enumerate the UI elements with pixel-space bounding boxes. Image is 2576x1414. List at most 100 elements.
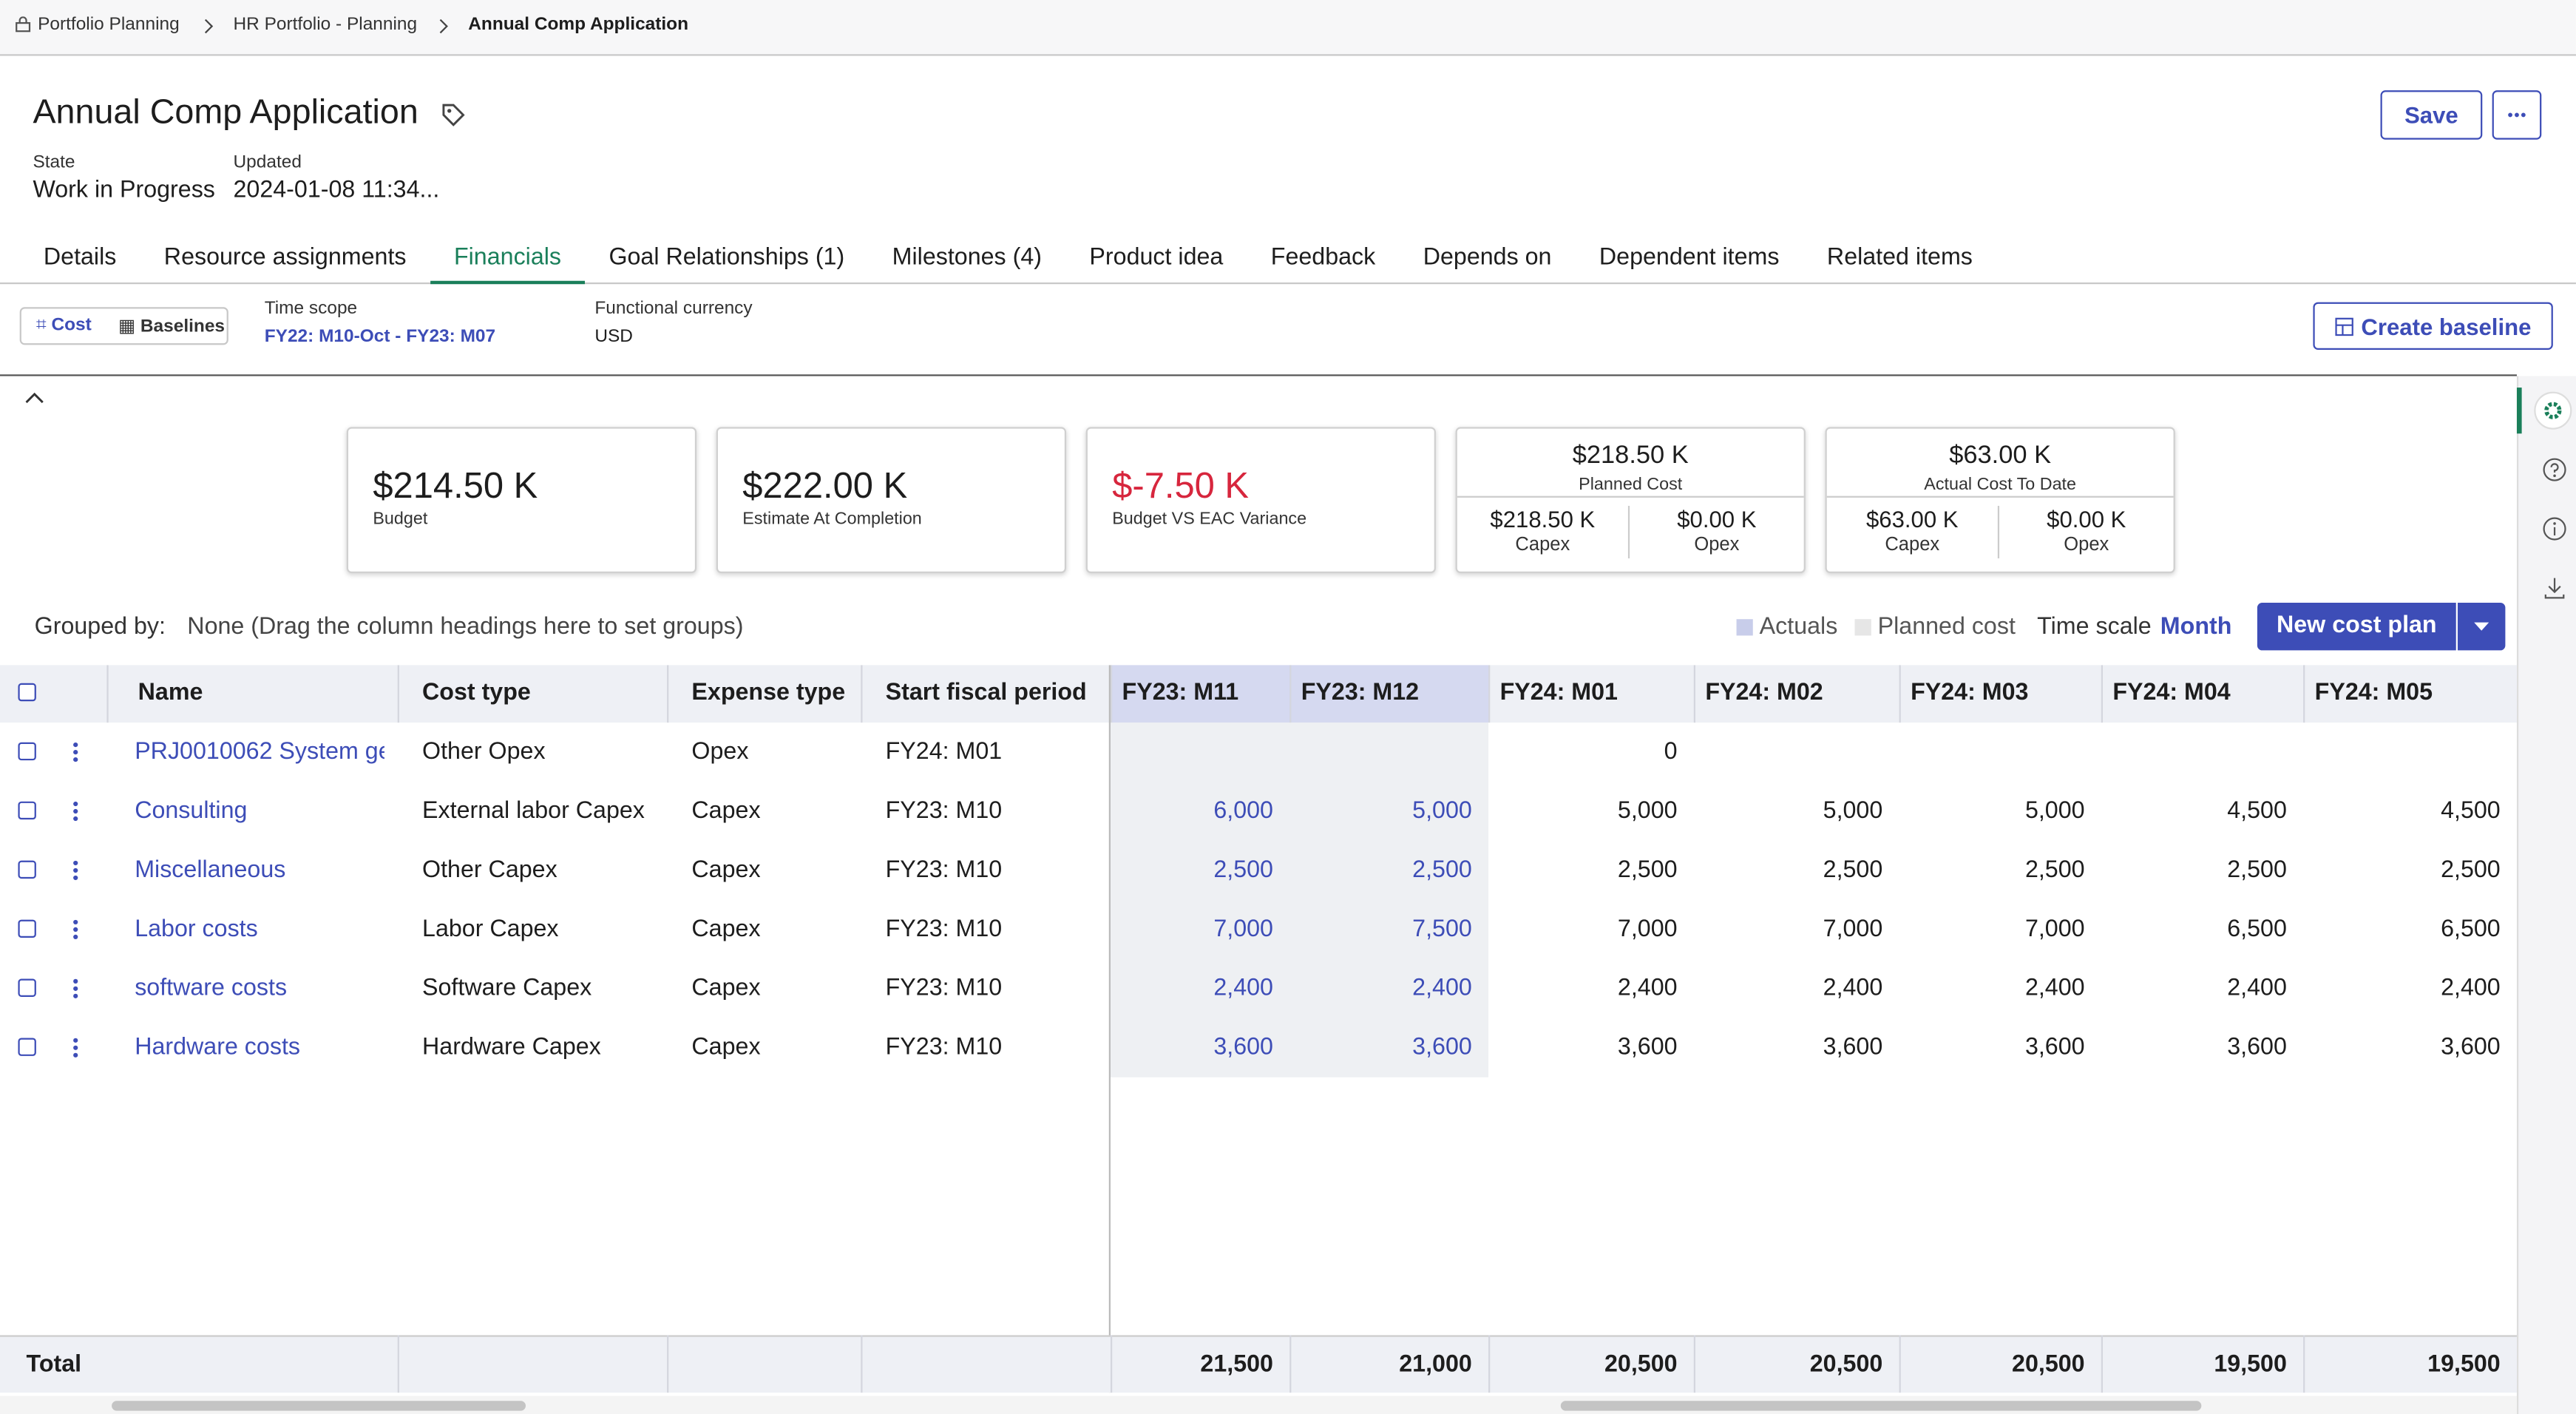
text-cell: Other Opex xyxy=(422,739,546,765)
tab[interactable]: Resource assignments xyxy=(163,244,407,271)
text-cell: FY23: M10 xyxy=(885,975,1003,1002)
download-icon[interactable] xyxy=(2541,575,2568,601)
column-header[interactable]: Start fiscal period xyxy=(885,680,1087,706)
row-checkbox[interactable] xyxy=(18,860,36,879)
info-icon[interactable] xyxy=(2541,515,2568,542)
column-separator xyxy=(2101,1335,2104,1393)
row-menu[interactable] xyxy=(66,1036,86,1067)
state-label: State xyxy=(33,152,75,173)
create-baseline-button[interactable]: Create baseline xyxy=(2313,302,2553,351)
legend-swatch xyxy=(1736,619,1753,636)
total-cell: 20,500 xyxy=(1809,1351,1883,1379)
state-value: Work in Progress xyxy=(33,177,215,204)
more-button[interactable] xyxy=(2492,90,2542,140)
collapse-icon[interactable] xyxy=(23,389,46,405)
currency-value: USD xyxy=(594,326,633,347)
time-scale-label: Time scale xyxy=(2037,614,2152,641)
breadcrumb-link[interactable]: HR Portfolio - Planning xyxy=(233,14,418,35)
tab[interactable]: Feedback xyxy=(1270,244,1376,271)
amount-cell: 7,000 xyxy=(1823,916,1883,943)
breadcrumb-current: Annual Comp Application xyxy=(468,14,689,35)
save-button[interactable]: Save xyxy=(2380,90,2483,140)
text-cell: Capex xyxy=(691,916,761,943)
tab[interactable]: Depends on xyxy=(1423,244,1552,271)
new-cost-plan-button[interactable]: New cost plan xyxy=(2257,602,2456,651)
amount-cell: 3,600 xyxy=(2441,1035,2501,1061)
column-separator xyxy=(2303,1335,2305,1393)
time-scale-value[interactable]: Month xyxy=(2160,614,2232,641)
tag-icon[interactable] xyxy=(440,102,467,129)
row-menu[interactable] xyxy=(66,741,86,772)
help-icon[interactable] xyxy=(2541,456,2568,483)
tab[interactable]: Milestones (4) xyxy=(892,244,1042,271)
dropdown-button[interactable] xyxy=(2457,602,2506,651)
name-link[interactable]: Consulting xyxy=(135,798,248,825)
row-checkbox[interactable] xyxy=(18,978,36,997)
column-header[interactable]: FY24: M03 xyxy=(1911,680,2029,706)
amount-cell: 6,000 xyxy=(1213,798,1273,825)
column-header[interactable]: FY24: M04 xyxy=(2112,680,2231,706)
name-link[interactable]: Labor costs xyxy=(135,916,258,943)
amount-cell: 2,400 xyxy=(2441,975,2501,1002)
column-header[interactable]: FY24: M01 xyxy=(1499,680,1618,706)
row-menu[interactable] xyxy=(66,977,86,1008)
column-header[interactable]: FY23: M12 xyxy=(1301,680,1420,706)
scrollbar[interactable] xyxy=(112,1401,526,1411)
name-link[interactable]: Hardware costs xyxy=(135,1035,301,1061)
tab[interactable]: Product idea xyxy=(1089,244,1224,271)
amount-cell: 2,500 xyxy=(1617,857,1678,884)
kpi-label: Budget xyxy=(373,509,428,530)
column-separator xyxy=(397,1335,399,1393)
tab[interactable]: Financials xyxy=(430,235,586,285)
text-cell: Software Capex xyxy=(422,975,592,1002)
total-cell: 21,000 xyxy=(1399,1351,1472,1379)
row-checkbox[interactable] xyxy=(18,1038,36,1056)
tab[interactable]: Dependent items xyxy=(1599,244,1780,271)
total-cell: 21,500 xyxy=(1200,1351,1273,1379)
column-header[interactable]: FY24: M05 xyxy=(2314,680,2433,706)
column-separator xyxy=(106,665,109,723)
tab[interactable]: Details xyxy=(43,244,117,271)
column-header[interactable]: Expense type xyxy=(691,680,846,706)
kpi-part-label: Capex xyxy=(1885,535,1940,555)
row-menu[interactable] xyxy=(66,859,86,890)
row-checkbox[interactable] xyxy=(18,801,36,820)
settings-icon[interactable] xyxy=(2533,391,2572,430)
row-checkbox[interactable] xyxy=(18,742,36,761)
amount-cell: 5,000 xyxy=(1617,798,1678,825)
name-link[interactable]: software costs xyxy=(135,975,288,1002)
row-checkbox[interactable] xyxy=(18,919,36,938)
amount-cell: 2,500 xyxy=(1412,857,1472,884)
cost-toggle[interactable]: ⌗ Cost xyxy=(35,315,92,336)
amount-cell: 2,500 xyxy=(2024,857,2085,884)
row-menu[interactable] xyxy=(66,918,86,949)
amount-cell: 5,000 xyxy=(2024,798,2085,825)
text-cell: External labor Capex xyxy=(422,798,645,825)
column-separator xyxy=(1899,665,1901,723)
total-cell: 20,500 xyxy=(1604,1351,1678,1379)
amount-cell: 2,500 xyxy=(1823,857,1883,884)
tab[interactable]: Goal Relationships (1) xyxy=(609,244,845,271)
column-header[interactable]: Name xyxy=(138,680,203,706)
breadcrumb-link[interactable]: Portfolio Planning xyxy=(38,14,180,35)
divider xyxy=(1997,505,2000,559)
column-separator xyxy=(667,1335,669,1393)
name-link[interactable]: PRJ0010062 System ge xyxy=(135,739,384,765)
column-header[interactable]: FY23: M11 xyxy=(1122,680,1239,706)
amount-cell: 3,600 xyxy=(1823,1035,1883,1061)
text-cell: FY23: M10 xyxy=(885,916,1003,943)
column-header[interactable]: FY24: M02 xyxy=(1705,680,1823,706)
column-separator xyxy=(1899,1335,1901,1393)
amount-cell: 2,500 xyxy=(2227,857,2287,884)
tab[interactable]: Related items xyxy=(1826,244,1973,271)
baselines-toggle[interactable]: ▦ Baselines xyxy=(118,317,226,337)
time-scope-value[interactable]: FY22: M10-Oct - FY23: M07 xyxy=(264,326,496,347)
kpi-card: $214.50 K Budget xyxy=(346,427,697,574)
scrollbar[interactable] xyxy=(1560,1401,2202,1411)
kpi-card: $-7.50 K Budget VS EAC Variance xyxy=(1085,427,1436,574)
amount-cell: 0 xyxy=(1664,739,1678,765)
select-all-checkbox[interactable] xyxy=(18,683,36,702)
name-link[interactable]: Miscellaneous xyxy=(135,857,286,884)
row-menu[interactable] xyxy=(66,799,86,831)
column-header[interactable]: Cost type xyxy=(422,680,531,706)
